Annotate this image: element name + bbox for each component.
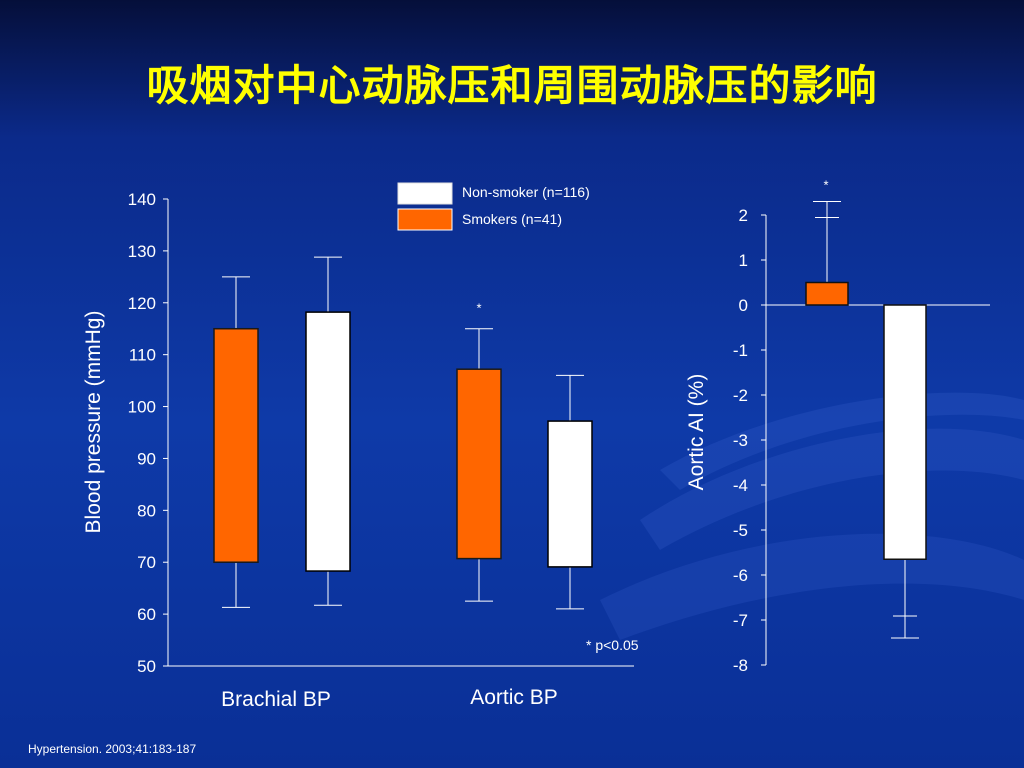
right-tick-label: -1 (733, 341, 748, 360)
right-tick-label: -7 (733, 611, 748, 630)
left-tick-label: 50 (137, 657, 156, 676)
right-tick-label: 2 (739, 206, 748, 225)
right-tick-label: -4 (733, 476, 748, 495)
legend-label-nonsmoker: Non-smoker (n=116) (462, 184, 590, 200)
significance-note: * p<0.05 (586, 637, 639, 653)
left-tick-label: 120 (128, 294, 156, 313)
left-tick-label: 70 (137, 553, 156, 572)
citation: Hypertension. 2003;41:183-187 (28, 742, 197, 756)
left-tick-label: 100 (128, 398, 156, 417)
left-tick-label: 130 (128, 242, 156, 261)
legend-swatch-smoker (397, 208, 453, 231)
bar-smoker (805, 281, 849, 306)
right-tick-label: -5 (733, 521, 748, 540)
right-tick-label: -2 (733, 386, 748, 405)
right-tick-label: 0 (739, 296, 748, 315)
right-y-axis: 2 1 0 -1 -2 -3 -4 -5 -6 -7 -8 (733, 206, 990, 675)
left-y-axis-label: Blood pressure (mmHg) (82, 311, 105, 534)
right-tick-label: -3 (733, 431, 748, 450)
legend: Non-smoker (n=116) Smokers (n=41) (397, 182, 590, 231)
bar-smoker (213, 327, 259, 563)
left-tick-label: 80 (137, 501, 156, 520)
left-y-axis: 50 60 70 80 90 100 110 120 130 140 (128, 190, 634, 676)
left-tick-label: 140 (128, 190, 156, 209)
left-tick-label: 60 (137, 605, 156, 624)
significance-marker: * (476, 301, 481, 316)
left-bars: * (213, 256, 593, 610)
slide-title: 吸烟对中心动脉压和周围动脉压的影响 (146, 61, 878, 110)
legend-swatch-nonsmoker (397, 182, 453, 205)
significance-marker: * (823, 178, 828, 193)
category-label-aortic: Aortic BP (470, 686, 558, 709)
bar-nonsmoker (305, 311, 351, 572)
bar-smoker (456, 368, 502, 560)
right-tick-label: -6 (733, 566, 748, 585)
bar-nonsmoker (547, 420, 593, 568)
left-tick-label: 90 (137, 449, 156, 468)
right-tick-label: 1 (739, 251, 748, 270)
bar-nonsmoker (883, 304, 927, 560)
legend-label-smoker: Smokers (n=41) (462, 211, 562, 227)
right-tick-label: -8 (733, 656, 748, 675)
right-y-axis-label: Aortic AI (%) (685, 374, 708, 491)
right-bars: * (805, 178, 927, 639)
left-tick-label: 110 (129, 346, 156, 365)
category-label-brachial: Brachial BP (221, 688, 331, 711)
